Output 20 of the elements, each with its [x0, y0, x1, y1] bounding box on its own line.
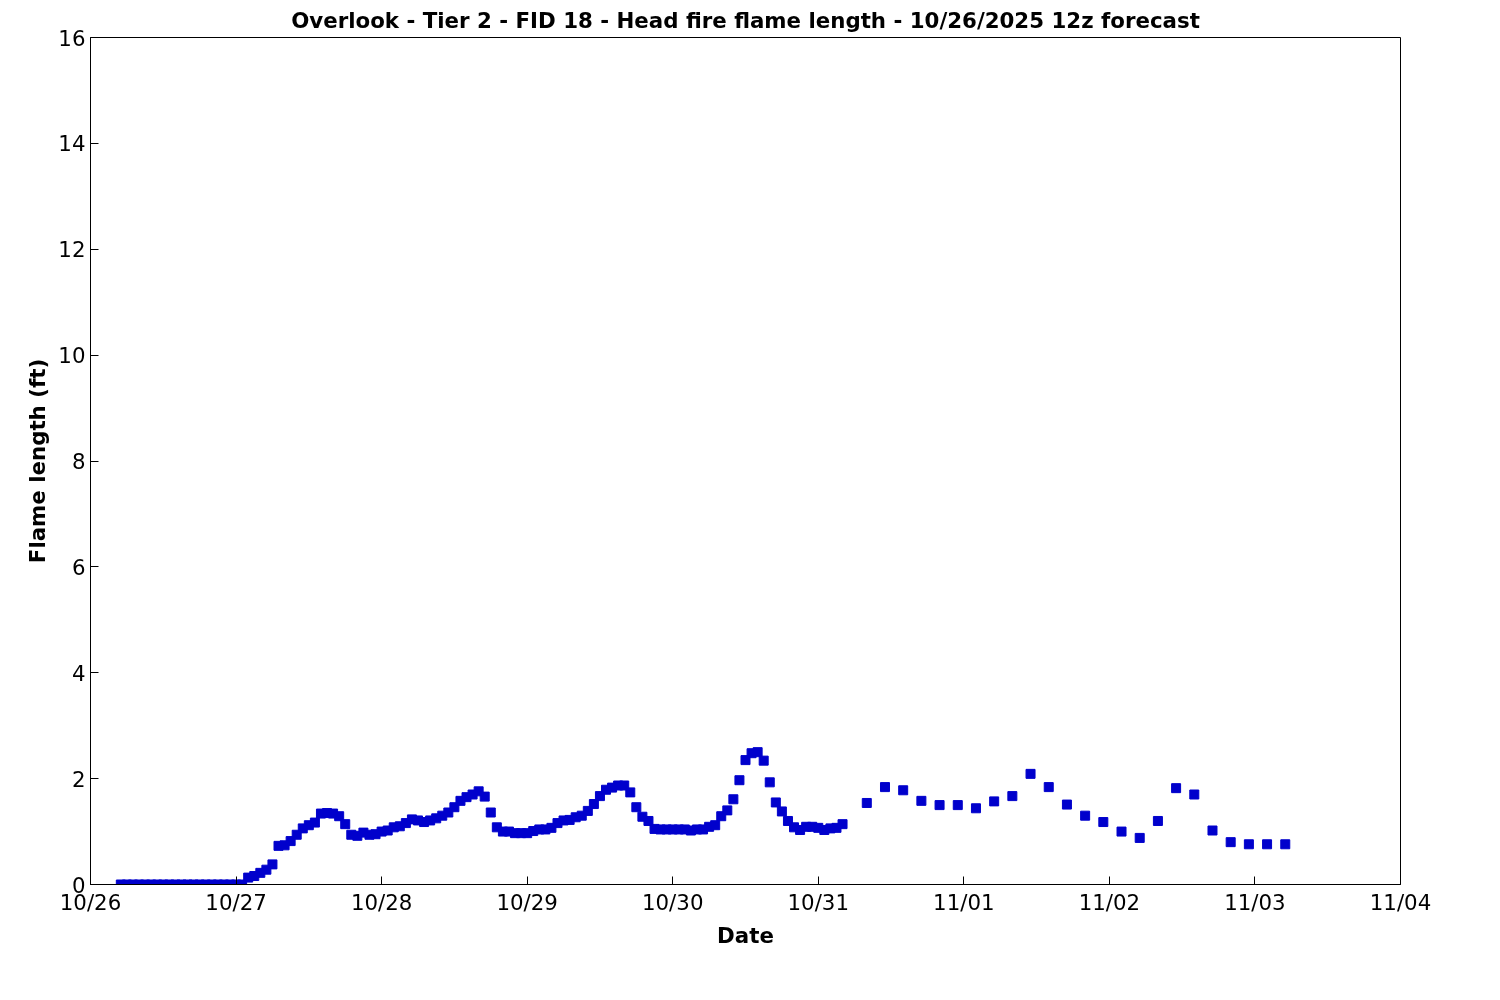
chart-title: Overlook - Tier 2 - FID 18 - Head fire flame length - 10/26/2025 12z forecast — [291, 7, 1200, 33]
x-tick-label: 11/03 — [1224, 889, 1286, 915]
x-tick-label: 10/28 — [350, 889, 413, 915]
x-tick-label: 11/04 — [1369, 889, 1432, 915]
y-tick-label: 14 — [58, 131, 86, 157]
x-tick-label: 10/29 — [496, 889, 558, 915]
x-axis-title: Date — [717, 922, 774, 948]
y-tick-label: 16 — [58, 25, 86, 51]
x-tick-label: 10/27 — [205, 889, 267, 915]
x-tick-label: 10/30 — [641, 889, 704, 915]
x-tick-label: 11/02 — [1078, 889, 1141, 915]
x-tick-label: 10/31 — [787, 889, 850, 915]
y-tick-label: 4 — [71, 660, 86, 686]
y-tick-label: 2 — [71, 766, 86, 792]
y-tick-label: 8 — [71, 449, 86, 474]
y-tick-label: 12 — [58, 237, 86, 263]
y-tick-label: 10 — [58, 343, 86, 369]
y-axis-title: Flame length (ft) — [25, 358, 51, 564]
y-tick-label: 6 — [71, 554, 86, 580]
x-tick-label: 11/01 — [933, 889, 995, 915]
